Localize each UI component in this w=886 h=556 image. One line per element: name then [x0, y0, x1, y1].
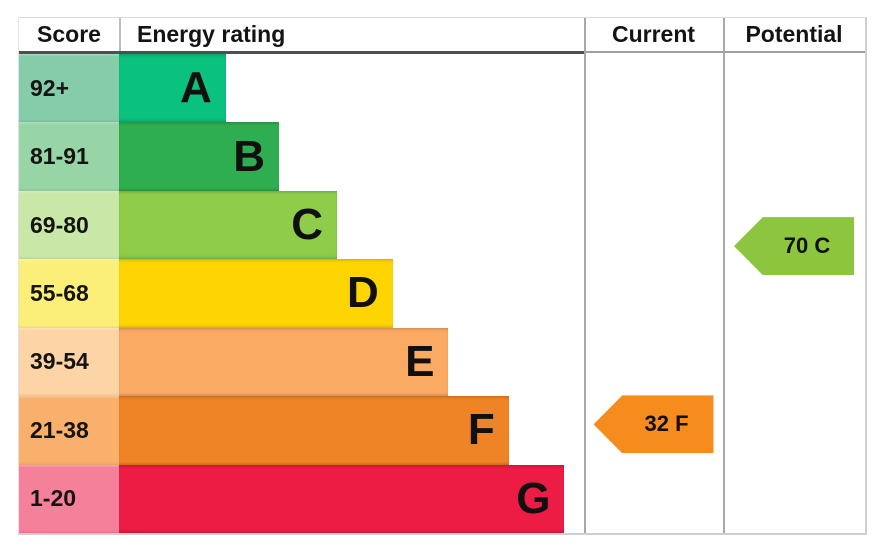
band-bar-f: F — [119, 396, 509, 465]
header-potential: Potential — [745, 21, 843, 47]
bar-area-c: C — [119, 190, 583, 260]
band-letter-b: B — [233, 131, 266, 181]
current-arrow-label: 32 F — [644, 411, 689, 437]
header-divider-line — [119, 18, 121, 51]
band-letter-d: D — [346, 268, 379, 318]
header-current: Current — [611, 21, 696, 47]
band-row-a: 92+ A — [19, 54, 583, 123]
band-row-f: 21-38 F — [19, 396, 583, 465]
bar-area-e: E — [119, 327, 583, 397]
current-rating-arrow: 32 F — [593, 395, 714, 454]
band-bar-g: G — [119, 464, 565, 533]
potential-rating-arrow: 70 C — [734, 217, 854, 276]
bar-area-d: D — [119, 259, 583, 328]
bar-area-a: A — [119, 54, 583, 123]
score-range-c: 69-80 — [19, 190, 119, 260]
band-row-g: 1-20 G — [19, 464, 583, 533]
score-range-f: 21-38 — [19, 396, 119, 465]
score-range-e: 39-54 — [19, 327, 119, 397]
band-letter-c: C — [291, 200, 324, 250]
score-range-g: 1-20 — [19, 464, 119, 533]
band-bar-e: E — [119, 327, 449, 397]
band-letter-f: F — [467, 405, 495, 455]
potential-arrow-label: 70 C — [783, 233, 831, 259]
band-bar-c: C — [119, 190, 338, 260]
band-letter-g: G — [516, 473, 551, 523]
potential-column — [723, 18, 865, 533]
band-bar-d: D — [119, 259, 393, 328]
band-row-b: 81-91 B — [19, 122, 583, 191]
band-row-d: 55-68 D — [19, 259, 583, 328]
epc-band-rows: 92+ A 81-91 B 69-80 C 55-68 D 39-54 E 21-38 F 1-20 G — [19, 54, 583, 533]
band-row-e: 39-54 E — [19, 327, 583, 397]
bar-area-g: G — [119, 464, 583, 533]
header-energy-rating: Energy rating — [137, 21, 286, 47]
score-range-a: 92+ — [19, 54, 119, 123]
band-letter-e: E — [405, 336, 435, 386]
band-row-c: 69-80 C — [19, 190, 583, 260]
bar-area-b: B — [119, 122, 583, 191]
header-score: Score — [37, 21, 101, 47]
band-letter-a: A — [179, 63, 212, 113]
band-bar-b: B — [119, 122, 280, 191]
chart-table: Score Energy rating Current Potential 92… — [18, 17, 867, 535]
header-underline-left — [19, 51, 584, 54]
score-range-d: 55-68 — [19, 259, 119, 328]
current-column — [584, 18, 723, 533]
band-bar-a: A — [119, 54, 226, 123]
score-range-b: 81-91 — [19, 122, 119, 191]
bar-area-f: F — [119, 396, 583, 465]
